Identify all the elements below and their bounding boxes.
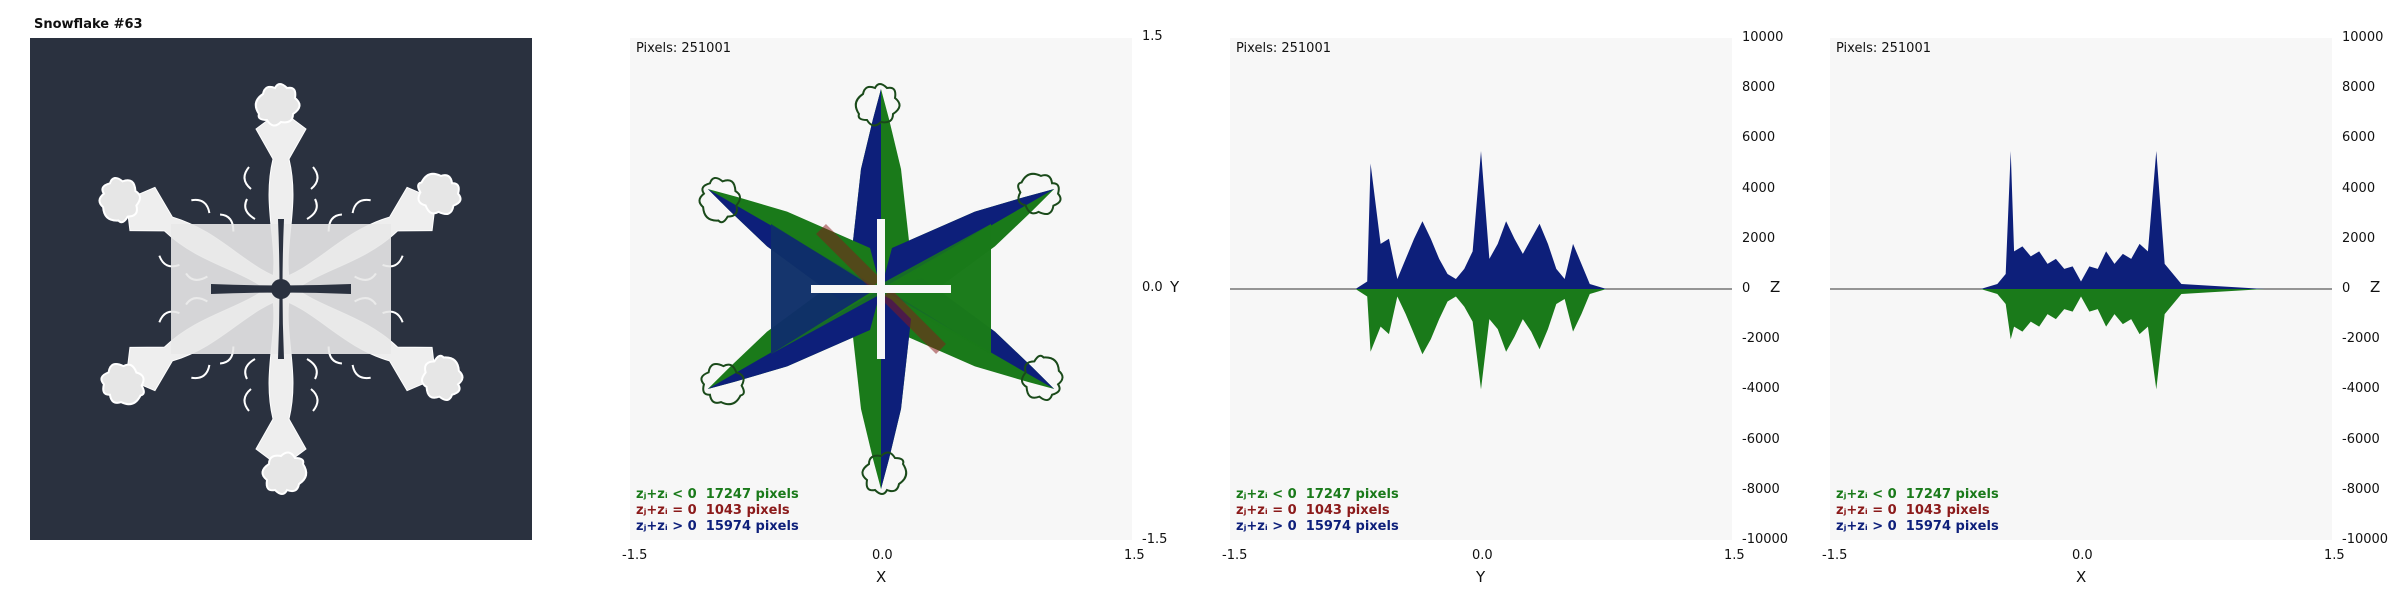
yz-xtick-mid: 0.0 bbox=[1472, 548, 1493, 563]
yz-ztick: -8000 bbox=[1742, 481, 1780, 497]
yz-xlabel: Y bbox=[1476, 568, 1486, 586]
stat-zero: zⱼ+zᵢ = 0 1043 pixels bbox=[1836, 503, 1990, 518]
xy-projection-drawing bbox=[687, 83, 1075, 495]
yz-ztick: -10000 bbox=[1742, 532, 1789, 547]
snowflake-shape bbox=[84, 83, 478, 495]
xy-xtick-mid: 0.0 bbox=[872, 548, 893, 563]
xy-projection-plot: Pixels: 251001 zⱼ+zᵢ < 0 17247 pixels zⱼ… bbox=[630, 38, 1132, 540]
stat-zero: zⱼ+zᵢ = 0 1043 pixels bbox=[636, 503, 790, 518]
stat-negative: zⱼ+zᵢ < 0 17247 pixels bbox=[636, 487, 799, 502]
xz-ztick: 4000 bbox=[2342, 180, 2376, 196]
xz-ztick: -2000 bbox=[2342, 331, 2380, 347]
xz-ztick: 6000 bbox=[2342, 130, 2376, 146]
stat-positive: zⱼ+zᵢ > 0 15974 pixels bbox=[636, 519, 799, 534]
yz-ztick: -2000 bbox=[1742, 331, 1780, 347]
xy-ylabel: Y bbox=[1170, 278, 1180, 296]
yz-ztick: 4000 bbox=[1742, 180, 1776, 196]
yz-projection-chart bbox=[1230, 150, 1732, 390]
positive-area-series bbox=[1896, 150, 2266, 289]
pixels-count-label: Pixels: 251001 bbox=[636, 41, 731, 56]
xz-ztick: -4000 bbox=[2342, 381, 2380, 397]
positive-area-series bbox=[1355, 150, 1607, 289]
negative-area-series bbox=[1355, 289, 1607, 390]
yz-projection-plot: Pixels: 251001 zⱼ+zᵢ < 0 17247 pixels zⱼ… bbox=[1230, 38, 1732, 540]
stat-positive: zⱼ+zᵢ > 0 15974 pixels bbox=[1236, 519, 1399, 534]
stat-negative: zⱼ+zᵢ < 0 17247 pixels bbox=[1836, 487, 1999, 502]
xy-xlabel: X bbox=[876, 568, 887, 586]
xz-zlabel: Z bbox=[2370, 278, 2381, 296]
xy-xtick-right: 1.5 bbox=[1124, 548, 1145, 563]
stat-zero: zⱼ+zᵢ = 0 1043 pixels bbox=[1236, 503, 1390, 518]
xz-ztick: 8000 bbox=[2342, 80, 2376, 96]
yz-xtick-right: 1.5 bbox=[1724, 548, 1745, 563]
xy-xtick-left: -1.5 bbox=[622, 548, 648, 563]
yz-ztick: 8000 bbox=[1742, 80, 1776, 96]
yz-ztick: -6000 bbox=[1742, 431, 1780, 447]
xz-projection-chart bbox=[1830, 150, 2332, 390]
yz-ztick: 6000 bbox=[1742, 130, 1776, 146]
xy-ytick-top: 1.5 bbox=[1142, 29, 1163, 44]
yz-ztick: 0 bbox=[1742, 281, 1751, 296]
xz-xtick-left: -1.5 bbox=[1822, 548, 1848, 563]
negative-area-series bbox=[1896, 289, 2266, 390]
xz-ztick: -10000 bbox=[2342, 532, 2389, 547]
yz-ztick: 10000 bbox=[1742, 30, 1784, 45]
yz-ztick: 2000 bbox=[1742, 230, 1776, 246]
xy-ytick-mid: 0.0 bbox=[1142, 280, 1163, 295]
xz-ztick: 0 bbox=[2342, 281, 2351, 296]
stat-positive: zⱼ+zᵢ > 0 15974 pixels bbox=[1836, 519, 1999, 534]
pixels-count-label: Pixels: 251001 bbox=[1836, 41, 1931, 56]
xz-projection-plot: Pixels: 251001 zⱼ+zᵢ < 0 17247 pixels zⱼ… bbox=[1830, 38, 2332, 540]
xz-ztick: -6000 bbox=[2342, 431, 2380, 447]
snowflake-image bbox=[84, 83, 478, 495]
snowflake-image-panel bbox=[30, 38, 532, 540]
xz-xtick-mid: 0.0 bbox=[2072, 548, 2093, 563]
yz-ztick: -4000 bbox=[1742, 381, 1780, 397]
xz-xlabel: X bbox=[2076, 568, 2087, 586]
yz-zlabel: Z bbox=[1770, 278, 1781, 296]
stat-negative: zⱼ+zᵢ < 0 17247 pixels bbox=[1236, 487, 1399, 502]
panel1-title: Snowflake #63 bbox=[34, 17, 143, 32]
xz-ztick: 2000 bbox=[2342, 230, 2376, 246]
xz-ztick: 10000 bbox=[2342, 30, 2384, 45]
xz-ztick: -8000 bbox=[2342, 481, 2380, 497]
xz-xtick-right: 1.5 bbox=[2324, 548, 2345, 563]
pixels-count-label: Pixels: 251001 bbox=[1236, 41, 1331, 56]
xy-ytick-bottom: -1.5 bbox=[1142, 532, 1168, 547]
yz-xtick-left: -1.5 bbox=[1222, 548, 1248, 563]
